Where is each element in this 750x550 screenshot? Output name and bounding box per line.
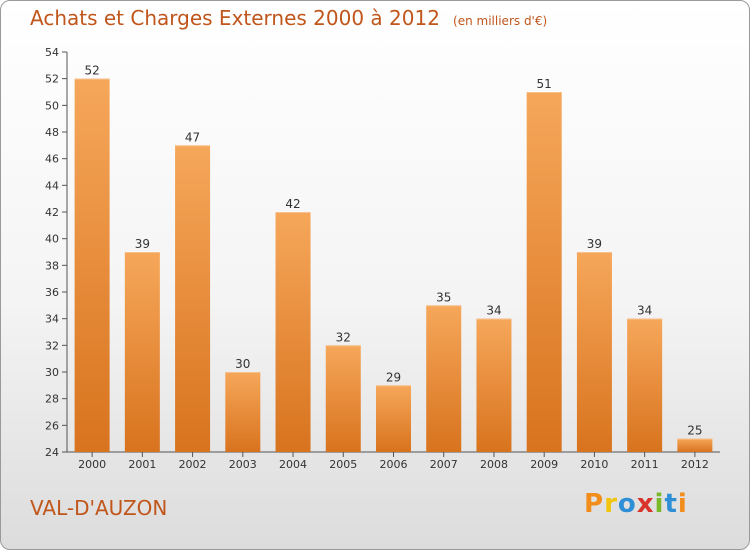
- data-label: 32: [336, 330, 351, 344]
- y-tick-label: 52: [45, 73, 59, 86]
- y-tick-label: 44: [45, 179, 59, 192]
- data-label: 25: [687, 424, 702, 438]
- y-axis: 24 26 28 30 32 34 36 38 40 42 44 46 48 50 52 54: [45, 46, 68, 459]
- x-tick-label: 2008: [480, 458, 508, 471]
- x-tick-label: 2003: [229, 458, 257, 471]
- x-tick-label: 2007: [430, 458, 458, 471]
- x-tick-label: 2009: [530, 458, 558, 471]
- bar: [376, 385, 411, 452]
- bar: [275, 212, 311, 452]
- bar: [325, 345, 361, 452]
- y-tick-label: 40: [45, 233, 59, 246]
- logo-letter: o: [617, 489, 637, 519]
- y-tick-label: 28: [45, 393, 59, 406]
- y-tick-label: 24: [45, 446, 59, 459]
- y-tick-label: 38: [45, 259, 59, 272]
- data-label: 39: [587, 237, 602, 251]
- logo-letter: i: [654, 489, 665, 519]
- bar: [175, 145, 211, 453]
- data-label: 30: [235, 357, 250, 371]
- data-label: 52: [84, 64, 99, 78]
- chart-title: Achats et Charges Externes 2000 à 2012: [30, 6, 440, 30]
- data-label: 29: [386, 370, 401, 384]
- x-tick-label: 2011: [631, 458, 659, 471]
- bar: [426, 305, 462, 452]
- bar: [677, 438, 713, 452]
- y-tick-label: 26: [45, 419, 59, 432]
- data-label: 34: [486, 304, 501, 318]
- bar: [476, 318, 512, 452]
- bar: [576, 252, 612, 452]
- data-label: 39: [135, 237, 150, 251]
- logo-letter: i: [677, 489, 688, 519]
- x-axis: 2000 2001 2002 2003 2004 2005 2006 2007 2008 2009…: [67, 451, 720, 471]
- y-tick-label: 48: [45, 126, 59, 139]
- y-tick-label: 36: [45, 286, 59, 299]
- y-tick-label: 42: [45, 206, 59, 219]
- data-label: 42: [285, 197, 300, 211]
- logo-letter: t: [664, 489, 678, 519]
- bar: [526, 92, 562, 452]
- town-name: VAL-D'AUZON: [30, 496, 168, 520]
- chart-subtitle: (en milliers d'€): [453, 14, 548, 28]
- x-tick-label: 2012: [681, 458, 709, 471]
- bar: [74, 78, 110, 453]
- bars: 52 39 47 30 42 32 29 35 34 51 39 34 25: [74, 64, 713, 453]
- x-tick-label: 2004: [279, 458, 307, 471]
- data-label: 47: [185, 130, 200, 144]
- title-row: Achats et Charges Externes 2000 à 2012 (…: [30, 6, 547, 30]
- y-tick-label: 50: [45, 99, 59, 112]
- data-label: 35: [436, 290, 451, 304]
- x-tick-label: 2001: [128, 458, 156, 471]
- proxiti-logo: Proxiti: [584, 489, 688, 519]
- x-tick-label: 2000: [78, 458, 106, 471]
- x-tick-label: 2002: [179, 458, 207, 471]
- bar: [225, 372, 261, 452]
- y-tick-label: 54: [45, 46, 59, 59]
- x-tick-label: 2010: [580, 458, 608, 471]
- bar: [627, 318, 663, 452]
- logo-letter: x: [636, 489, 655, 519]
- data-label: 51: [537, 77, 552, 91]
- logo-letter: r: [604, 489, 618, 519]
- bar: [124, 252, 160, 452]
- x-tick-label: 2006: [380, 458, 408, 471]
- y-tick-label: 34: [45, 313, 59, 326]
- y-tick-label: 46: [45, 153, 59, 166]
- y-tick-label: 30: [45, 366, 59, 379]
- x-tick-label: 2005: [329, 458, 357, 471]
- data-label: 34: [637, 304, 652, 318]
- logo-letter: P: [584, 489, 605, 519]
- y-tick-label: 32: [45, 339, 59, 352]
